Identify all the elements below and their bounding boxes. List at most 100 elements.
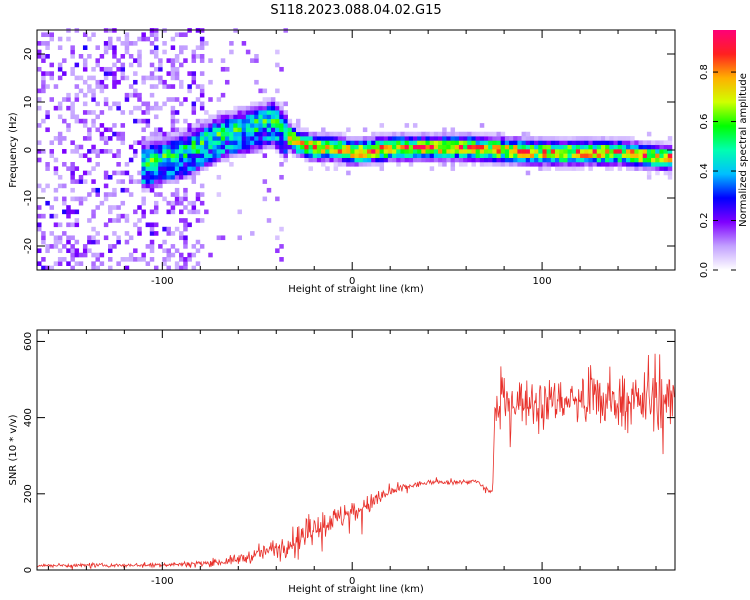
spectrogram-cell <box>387 136 393 141</box>
spectrogram-cell <box>112 62 117 68</box>
spectrogram-cell <box>191 157 197 163</box>
spectrogram-cell <box>103 174 109 180</box>
spectrogram-cell <box>62 257 67 262</box>
spectrogram-cell <box>450 149 456 154</box>
spectrogram-cell <box>509 140 514 146</box>
spectrogram-cell <box>45 200 50 206</box>
spectrogram-cell <box>546 140 552 146</box>
spectrogram-cell <box>37 248 42 254</box>
colorbar-tick-label: 0.4 <box>699 163 710 179</box>
spectrogram-cell <box>162 136 167 141</box>
spectrogram-cell <box>183 127 188 133</box>
spectrogram-cell <box>128 41 134 46</box>
spectrogram-cell <box>116 213 121 219</box>
spectrogram-cell <box>212 140 217 146</box>
spectrogram-cell <box>187 166 192 171</box>
spectrogram-cell <box>95 79 100 85</box>
spectrogram-cell <box>367 140 372 146</box>
spectrogram-cell <box>49 149 55 154</box>
spectrogram-cell <box>387 157 393 163</box>
spectrogram-cell <box>183 97 188 102</box>
spectrogram-cell <box>316 153 322 158</box>
spectrogram-cell <box>66 123 71 128</box>
spectrogram-cell <box>120 62 126 68</box>
spectrogram-cell <box>425 157 430 163</box>
spectrogram-cell <box>425 149 430 154</box>
colorbar-label: Normalized spectral amplitude <box>738 73 749 227</box>
spectrogram-cell <box>116 162 121 167</box>
spectrogram-cell <box>124 36 130 42</box>
spectrogram-cell <box>149 149 155 154</box>
spectrogram-cell <box>183 244 188 249</box>
spectrogram-cell <box>74 166 80 171</box>
spectrogram-cell <box>99 136 105 141</box>
spectrogram-cell <box>149 226 155 232</box>
spectrogram-cell <box>174 166 180 171</box>
spectrogram-cell <box>141 79 146 85</box>
spectrogram-cell <box>124 45 130 50</box>
spectrogram-cell <box>149 187 155 193</box>
spectrogram-cell <box>179 265 184 271</box>
spectrogram-cell <box>617 157 623 163</box>
spectrogram-cell <box>120 200 126 206</box>
spectrogram-cell <box>621 149 627 154</box>
spectrogram-cell <box>158 153 163 158</box>
spectrogram-cell <box>542 144 547 150</box>
spectrogram-cell <box>166 97 171 102</box>
spectrogram-cell <box>241 149 247 154</box>
spectrogram-cell <box>124 162 130 167</box>
spectrogram-cell <box>442 149 447 154</box>
spectrogram-cell <box>412 136 418 141</box>
spectrogram-cell <box>137 105 142 111</box>
spectrogram-cell <box>112 187 117 193</box>
spectrogram-cell <box>229 149 234 154</box>
spectrogram-cell <box>488 153 493 158</box>
spectrogram-cell <box>479 157 485 163</box>
spectrogram-cell <box>179 157 184 163</box>
spectrogram-cell <box>600 144 606 150</box>
spectrogram-cell <box>412 153 418 158</box>
spectrogram-cell <box>208 162 213 167</box>
spectrogram-cell <box>70 166 75 171</box>
spectrogram-cell <box>408 153 414 158</box>
spectrogram-cell <box>354 140 359 146</box>
spectrogram-cell <box>567 166 573 171</box>
spectrogram-cell <box>321 131 326 137</box>
spectrogram-cell <box>454 136 460 141</box>
spectrogram-cell <box>254 58 259 63</box>
spectrogram-cell <box>588 144 593 150</box>
snr-series-line <box>36 353 676 570</box>
spectrogram-cell <box>300 144 305 150</box>
spectrogram-cell <box>87 192 92 197</box>
spectrogram-cell <box>396 149 401 154</box>
spectrogram-cell <box>174 157 180 163</box>
spectrogram-cell <box>74 62 80 68</box>
spectrogram-cell <box>191 105 197 111</box>
spectrogram-cell <box>555 157 560 163</box>
spectrogram-cell <box>354 149 359 154</box>
spectrogram-cell <box>37 213 42 219</box>
spectrogram-cell <box>233 131 238 137</box>
spectrogram-cell <box>529 149 535 154</box>
spectrogram-cell <box>153 222 159 228</box>
spectrogram-cell <box>174 200 180 206</box>
spectrogram-cell <box>116 205 121 210</box>
spectrogram-cell <box>596 153 602 158</box>
spectrogram-cell <box>166 136 171 141</box>
spectrogram-cell <box>120 187 126 193</box>
spectrogram-cell <box>621 157 627 163</box>
spectrogram-cell <box>78 75 84 81</box>
spectrogram-cell <box>108 66 113 72</box>
spectrogram-cell <box>199 88 205 94</box>
spectrogram-cell <box>346 157 351 163</box>
spectrogram-cell <box>275 118 280 124</box>
spectrogram-cell <box>266 127 272 133</box>
spectrogram-cell <box>371 149 376 154</box>
spectrogram-cell <box>87 149 92 154</box>
spectrogram-cell <box>362 157 368 163</box>
spectrogram-cell <box>208 252 213 258</box>
spectrogram-cell <box>358 136 364 141</box>
spectrogram-cell <box>346 127 351 133</box>
spectrogram-cell <box>663 144 669 150</box>
